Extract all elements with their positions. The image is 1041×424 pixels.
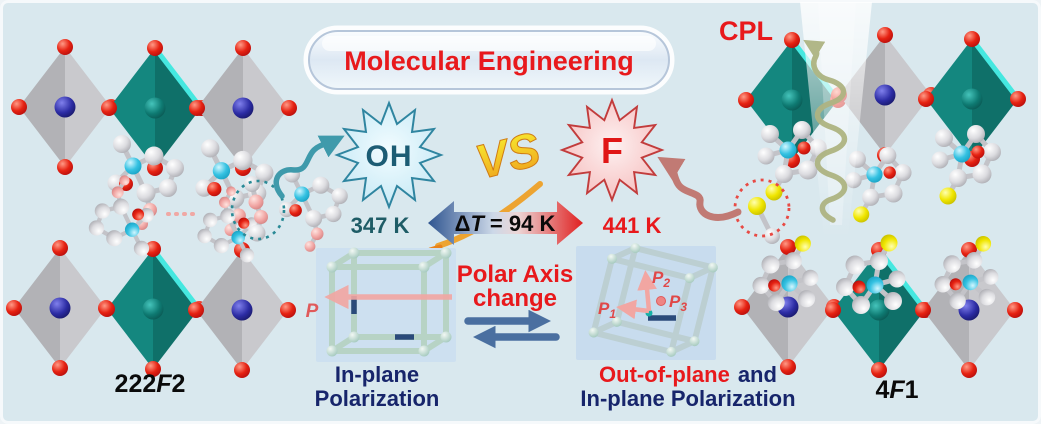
multiaxial-cube-icon: P1 P2 P3	[588, 243, 718, 357]
f-label: F	[601, 130, 623, 171]
vs-label: VS	[471, 123, 546, 190]
cpl-helix-arrow-icon	[803, 39, 848, 223]
polar-axis-heading-line1: Polar Axis	[457, 261, 574, 288]
oh-wavy-arrow-icon	[273, 135, 345, 199]
right-crystal-structure: CPL	[719, 2, 1026, 378]
right-compound-label: 4F1	[875, 376, 918, 404]
light-beam-core-icon	[818, 2, 856, 225]
p1-label: P1	[598, 299, 616, 321]
polar-axis-heading-line2: change	[473, 285, 557, 312]
p2-arrow-icon	[637, 270, 657, 312]
p1-arrow-icon	[616, 299, 650, 320]
right-caption-line2: In-plane Polarization	[580, 386, 795, 411]
oh-label: OH	[366, 140, 413, 173]
p3-label: P3	[669, 292, 687, 314]
equilibrium-arrows-icon	[464, 309, 560, 349]
cpl-label: CPL	[719, 16, 773, 46]
p3-out-of-plane-dot-icon	[656, 296, 666, 306]
left-crystal-structure	[6, 39, 348, 378]
banner-title: Molecular Engineering	[344, 46, 634, 76]
f-wavy-arrow-icon	[657, 156, 742, 221]
right-caption-line1: Out-of-plane and	[599, 362, 777, 387]
delta-t-arrow: ΔT = 94 K	[428, 201, 583, 245]
f-temperature: 441 K	[603, 213, 662, 238]
comparison-block: OH VS F 347 K 441 K ΔT = 94 K	[273, 99, 742, 253]
banner: Molecular Engineering	[303, 25, 675, 95]
left-caption-line1: In-plane	[335, 362, 419, 387]
banner-gloss	[322, 36, 656, 51]
p-label: P	[306, 301, 319, 322]
oh-starburst-icon: OH	[336, 102, 442, 208]
left-caption-line2: Polarization	[315, 386, 440, 411]
hydroxyl-group	[244, 176, 268, 242]
f-starburst-icon: F	[561, 99, 663, 201]
f-highlight-dashed-circle	[733, 178, 791, 238]
left-compound-label: 222F2	[115, 370, 186, 398]
oh-temperature: 347 K	[351, 213, 410, 238]
polarization-block: P Polar Axis change P1 P2 P3	[306, 243, 796, 411]
oh-highlight-dashed-circle	[230, 179, 286, 241]
in-plane-cube-icon: P	[306, 247, 452, 357]
light-beam-icon	[800, 2, 872, 238]
p2-label: P2	[652, 268, 670, 290]
delta-t-label: ΔT = 94 K	[455, 211, 556, 236]
